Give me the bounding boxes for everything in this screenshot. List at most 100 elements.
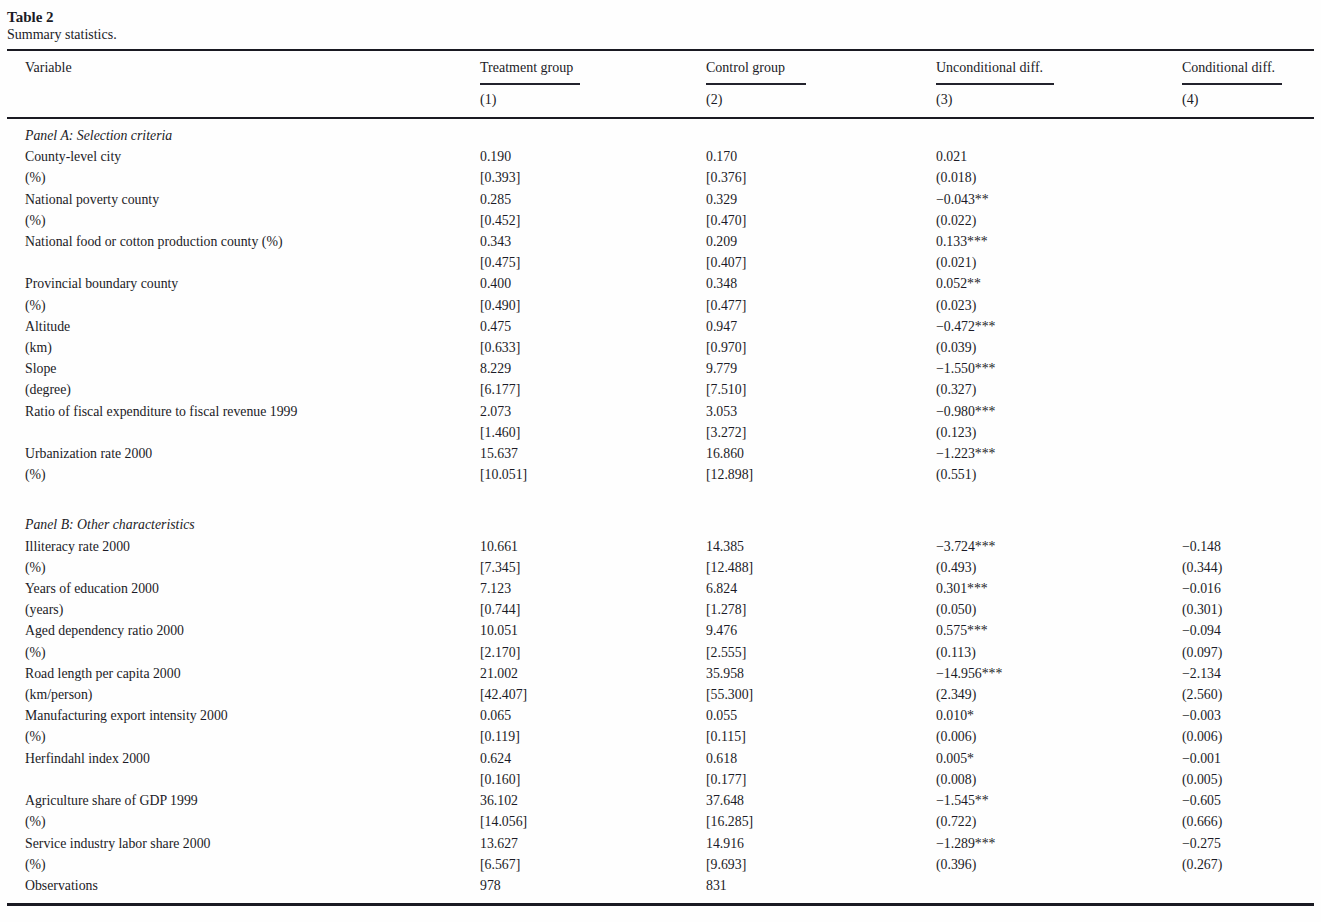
column-header-control-label: Control group (706, 60, 785, 76)
table-header: Variable Treatment group Control group U… (7, 51, 1314, 117)
cell-cond-diff: (0.267) (1182, 854, 1314, 875)
cell-treatment: [0.633] (480, 337, 706, 358)
cell-treatment: [1.460] (480, 422, 706, 443)
cell-treatment: 21.002 (480, 663, 706, 684)
cell-variable (25, 422, 480, 443)
cell-treatment: 0.065 (480, 705, 706, 726)
cell-cond-diff (1182, 443, 1314, 464)
cell-variable: (km/person) (25, 684, 480, 705)
cell-treatment: [6.567] (480, 854, 706, 875)
cell-uncond-diff: (0.023) (936, 295, 1182, 316)
table-row: Service industry labor share 200013.6271… (7, 833, 1314, 854)
cell-cond-diff (1182, 464, 1314, 485)
cell-treatment: [6.177] (480, 379, 706, 400)
cell-uncond-diff: −14.956*** (936, 663, 1182, 684)
table-row: Manufacturing export intensity 20000.065… (7, 705, 1314, 726)
cell-control: 35.958 (706, 663, 936, 684)
cell-control: [7.510] (706, 379, 936, 400)
cell-variable: (years) (25, 599, 480, 620)
cell-control: 16.860 (706, 443, 936, 464)
cell-control: 0.209 (706, 231, 936, 252)
column-number-spacer (25, 92, 480, 108)
cell-uncond-diff: (0.493) (936, 557, 1182, 578)
cell-cond-diff (1182, 875, 1314, 896)
cell-uncond-diff: 0.052** (936, 273, 1182, 294)
cell-variable: (%) (25, 210, 480, 231)
cell-cond-diff (1182, 358, 1314, 379)
cell-uncond-diff: −0.472*** (936, 316, 1182, 337)
column-number-2: (2) (706, 92, 936, 108)
cell-uncond-diff: (0.008) (936, 769, 1182, 790)
cell-treatment: [0.490] (480, 295, 706, 316)
table-row: Years of education 20007.1236.8240.301**… (7, 578, 1314, 599)
cell-control: 0.170 (706, 146, 936, 167)
cell-variable: County-level city (25, 146, 480, 167)
table-row: National food or cotton production count… (7, 231, 1314, 252)
cell-cond-diff (1182, 189, 1314, 210)
cell-treatment: [0.475] (480, 252, 706, 273)
column-header-unconditional-label: Unconditional diff. (936, 60, 1043, 76)
cell-cond-diff: −0.094 (1182, 620, 1314, 641)
table-row: Slope8.2299.779−1.550*** (7, 358, 1314, 379)
panel-title: Panel B: Other characteristics (25, 514, 1314, 535)
table-row: (%)[7.345][12.488](0.493)(0.344) (7, 557, 1314, 578)
cell-cond-diff: (0.006) (1182, 726, 1314, 747)
cell-variable: (%) (25, 295, 480, 316)
cell-treatment: 10.661 (480, 536, 706, 557)
table-row: (km/person)[42.407][55.300](2.349)(2.560… (7, 684, 1314, 705)
cell-cond-diff: (0.301) (1182, 599, 1314, 620)
cell-treatment: 8.229 (480, 358, 706, 379)
cell-treatment: 0.343 (480, 231, 706, 252)
column-number-1: (1) (480, 92, 706, 108)
cell-cond-diff (1182, 210, 1314, 231)
cell-cond-diff (1182, 146, 1314, 167)
cell-variable: (%) (25, 854, 480, 875)
cell-treatment: 0.624 (480, 748, 706, 769)
cell-control: [12.898] (706, 464, 936, 485)
cell-uncond-diff: (0.006) (936, 726, 1182, 747)
table-caption: Table 2 Summary statistics. (7, 8, 1314, 44)
cell-cond-diff: −0.001 (1182, 748, 1314, 769)
cell-uncond-diff: −1.223*** (936, 443, 1182, 464)
cell-uncond-diff: (2.349) (936, 684, 1182, 705)
cell-variable: Ratio of fiscal expenditure to fiscal re… (25, 401, 480, 422)
column-header-conditional-label: Conditional diff. (1182, 60, 1275, 76)
cell-variable: (%) (25, 642, 480, 663)
cell-variable: Years of education 2000 (25, 578, 480, 599)
cell-cond-diff (1182, 316, 1314, 337)
cell-treatment: 0.190 (480, 146, 706, 167)
cell-treatment: [42.407] (480, 684, 706, 705)
cell-cond-diff (1182, 252, 1314, 273)
cell-treatment: 978 (480, 875, 706, 896)
cell-uncond-diff: (0.022) (936, 210, 1182, 231)
table-row: (%)[0.119][0.115](0.006)(0.006) (7, 726, 1314, 747)
cell-uncond-diff: −1.289*** (936, 833, 1182, 854)
cell-variable: (%) (25, 464, 480, 485)
cell-control: 37.648 (706, 790, 936, 811)
cell-control: [0.376] (706, 167, 936, 188)
cell-control: 9.779 (706, 358, 936, 379)
cell-control: 6.824 (706, 578, 936, 599)
cell-control: 14.385 (706, 536, 936, 557)
table-title: Table 2 (7, 8, 1314, 26)
cell-cond-diff: −0.605 (1182, 790, 1314, 811)
cell-control: 0.947 (706, 316, 936, 337)
column-number-4: (4) (1182, 92, 1314, 108)
cell-variable (25, 769, 480, 790)
cell-variable: National food or cotton production count… (25, 231, 480, 252)
cell-variable: Provincial boundary county (25, 273, 480, 294)
cell-uncond-diff: 0.010* (936, 705, 1182, 726)
cell-control: 831 (706, 875, 936, 896)
cell-uncond-diff: −1.550*** (936, 358, 1182, 379)
cell-variable: Road length per capita 2000 (25, 663, 480, 684)
cell-cond-diff: −0.003 (1182, 705, 1314, 726)
cell-variable: (%) (25, 557, 480, 578)
cell-treatment: 0.285 (480, 189, 706, 210)
cell-variable: Agriculture share of GDP 1999 (25, 790, 480, 811)
cell-cond-diff: −0.275 (1182, 833, 1314, 854)
cell-control: [9.693] (706, 854, 936, 875)
cell-uncond-diff: −0.043** (936, 189, 1182, 210)
column-header-unconditional-diff: Unconditional diff. (936, 60, 1182, 85)
table-row: Urbanization rate 200015.63716.860−1.223… (7, 443, 1314, 464)
cell-cond-diff (1182, 273, 1314, 294)
